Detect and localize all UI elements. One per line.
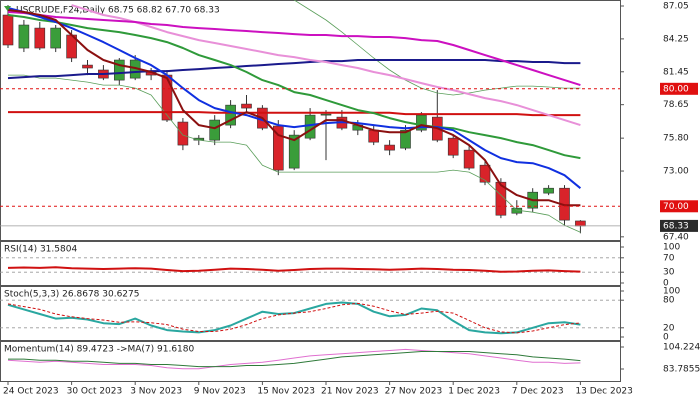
candle-body <box>495 181 507 216</box>
candle-body <box>209 119 220 141</box>
indicator-line <box>71 4 581 127</box>
x-tick-label: 30 Oct 2023 <box>67 387 123 397</box>
indicator-title: RSI(14) 31.5804 <box>4 245 77 255</box>
y-tick-label: 100 <box>663 243 680 253</box>
y-tick-label: 0 <box>663 333 669 343</box>
price-level-box <box>660 200 698 213</box>
candle-body <box>463 149 475 169</box>
candle-body <box>400 129 411 149</box>
y-tick-label: 80 <box>663 296 675 306</box>
header-icon <box>4 6 11 11</box>
candle-body <box>82 64 93 69</box>
y-tick-label: 83.7855 <box>663 364 700 374</box>
x-tick-label: 3 Nov 2023 <box>130 387 182 397</box>
panel-frame <box>0 341 621 382</box>
indicator-line <box>8 111 581 117</box>
candle-body <box>575 220 586 227</box>
indicator-line <box>7 59 581 80</box>
indicator-title: Stoch(5,3,3) 26.8678 30.6275 <box>4 290 139 300</box>
x-tick-label: 24 Oct 2023 <box>3 387 59 397</box>
price-level-label: 80.00 <box>663 84 689 94</box>
candle-body <box>34 27 46 49</box>
x-tick-label: 9 Nov 2023 <box>194 387 246 397</box>
candle-body <box>50 27 62 49</box>
indicator-line <box>7 266 581 273</box>
y-tick-label: 30 <box>663 268 675 278</box>
y-tick-label: 67.40 <box>663 232 689 242</box>
y-tick-label: 78.65 <box>663 100 689 110</box>
candle-body <box>447 137 459 156</box>
indicator-line <box>293 0 581 96</box>
candle-body <box>241 103 252 109</box>
y-tick-label: 87.05 <box>663 1 689 11</box>
y-tick-label: 100 <box>663 287 680 297</box>
candle-body <box>304 114 316 139</box>
y-tick-label: 75.80 <box>663 134 689 144</box>
candle-body <box>416 114 427 131</box>
last-price-label: 68.33 <box>663 221 689 231</box>
candle-body <box>225 104 236 126</box>
indicator-line <box>7 9 581 207</box>
indicator-line <box>7 7 582 189</box>
x-tick-label: 21 Nov 2023 <box>321 387 379 397</box>
candle-body <box>177 121 189 146</box>
candle-body <box>288 134 300 169</box>
indicator-line <box>7 348 581 370</box>
x-tick-label: 15 Nov 2023 <box>257 387 315 397</box>
candle-body <box>2 14 14 46</box>
candle-body <box>368 129 380 143</box>
indicator-line <box>7 11 581 87</box>
panel-frame <box>0 286 621 341</box>
x-tick-label: 27 Nov 2023 <box>385 387 443 397</box>
indicator-line <box>7 302 581 334</box>
y-tick-label: 81.45 <box>663 67 689 77</box>
y-tick-label: 73.00 <box>663 167 689 177</box>
candle-body <box>320 113 332 116</box>
panel-frame <box>0 241 621 286</box>
candle-body <box>384 144 395 151</box>
x-tick-label: 1 Dec 2023 <box>448 387 500 397</box>
candle-body <box>114 59 125 81</box>
chart-title: USCRUDE,F24,Daily 68.75 68.82 67.70 68.3… <box>16 6 220 16</box>
y-tick-label: 0 <box>663 279 669 289</box>
price-level-box <box>660 82 698 95</box>
indicator-line <box>8 351 581 368</box>
candle-body <box>543 187 554 194</box>
candle-body <box>161 74 173 121</box>
y-tick-label: 84.25 <box>663 34 689 44</box>
x-tick-label: 7 Dec 2023 <box>512 387 564 397</box>
indicator-line <box>7 14 581 160</box>
candle-body <box>18 24 30 49</box>
indicator-line <box>8 74 581 233</box>
indicator-title: Momentum(14) 89.4723 ->MA(7) 91.6180 <box>4 345 195 355</box>
price-level-label: 70.00 <box>663 202 689 212</box>
y-tick-label: 20 <box>663 323 675 333</box>
panel-frame <box>0 0 621 241</box>
last-price-box <box>660 219 698 232</box>
y-tick-label: 70 <box>663 253 675 263</box>
x-tick-label: 13 Dec 2023 <box>575 387 633 397</box>
candle-body <box>479 164 491 183</box>
